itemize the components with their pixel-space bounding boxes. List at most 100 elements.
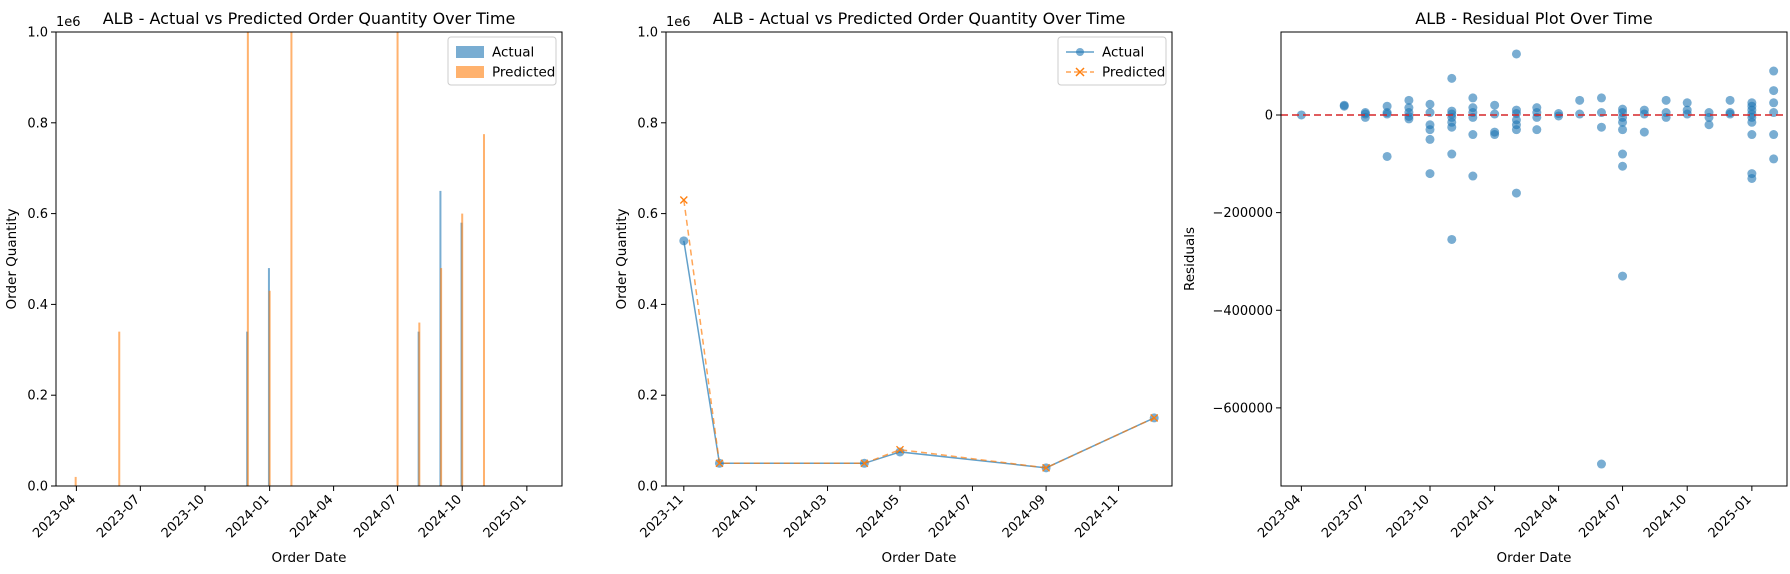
y-tick-label: 0.2 xyxy=(27,389,48,404)
y-tick-label: −200000 xyxy=(1212,206,1273,221)
chart-title: ALB - Actual vs Predicted Order Quantity… xyxy=(103,9,516,28)
y-tick-label: 0.8 xyxy=(637,116,658,131)
residual-point xyxy=(1447,149,1457,159)
residual-point xyxy=(1725,95,1735,105)
chart-title: ALB - Actual vs Predicted Order Quantity… xyxy=(713,9,1126,28)
y-tick-label: 0.8 xyxy=(27,116,48,131)
x-tick-label: 2023-04 xyxy=(1255,492,1304,541)
bar-predicted xyxy=(268,290,271,486)
point-predicted-stroke xyxy=(1150,413,1159,422)
residual-point xyxy=(1532,125,1542,135)
residual-point xyxy=(1425,99,1435,109)
chart-panel-3: ALB - Residual Plot Over Time Order Date R… xyxy=(1182,9,1788,566)
x-tick-label: 2024-11 xyxy=(1072,492,1121,541)
x-tick-label: 2024-01 xyxy=(1448,492,1497,541)
residual-point xyxy=(1618,271,1628,281)
residual-point xyxy=(1704,120,1714,130)
y-axis-label: Order Quantity xyxy=(614,208,630,309)
legend-label: Predicted xyxy=(492,65,555,81)
series-line-predicted xyxy=(683,199,1155,469)
x-axis-label: Order Date xyxy=(272,550,347,566)
legend-label: Actual xyxy=(1102,45,1144,61)
bar-predicted xyxy=(74,476,77,486)
residual-point xyxy=(1490,130,1500,140)
x-tick-label: 2023-04 xyxy=(30,492,79,541)
residual-point xyxy=(1618,161,1628,171)
point-predicted xyxy=(1150,413,1159,422)
residual-point xyxy=(1468,130,1478,140)
x-tick-label: 2024-01 xyxy=(710,492,759,541)
axes-frame xyxy=(55,31,563,487)
residual-point xyxy=(1596,122,1606,132)
y-scale-label: 1e6 xyxy=(56,15,81,30)
legend: Actual Predicted xyxy=(1057,36,1167,86)
y-tick-label: 0.2 xyxy=(637,389,658,404)
point-predicted xyxy=(1042,463,1051,472)
residual-point xyxy=(1447,122,1457,132)
residual-point xyxy=(1618,117,1628,127)
bar-predicted xyxy=(290,32,293,486)
residual-point xyxy=(1490,100,1500,110)
residual-point xyxy=(1769,130,1779,140)
residual-point xyxy=(1769,98,1779,108)
residual-point xyxy=(1404,95,1414,105)
residual-point xyxy=(1769,66,1779,76)
x-tick-label: 2024-07 xyxy=(351,492,400,541)
y-tick-label: 0.0 xyxy=(637,480,658,495)
residual-point xyxy=(1639,109,1649,119)
bar-predicted xyxy=(396,32,399,486)
residual-point xyxy=(1511,125,1521,135)
residual-point xyxy=(1747,130,1757,140)
x-tick-label: 2024-07 xyxy=(926,492,975,541)
point-predicted-stroke xyxy=(896,445,904,454)
residual-point xyxy=(1511,49,1521,59)
residual-point xyxy=(1296,110,1306,120)
bar-predicted xyxy=(246,32,249,486)
residual-point xyxy=(1725,109,1735,119)
residual-point xyxy=(1404,114,1414,124)
legend-swatch xyxy=(456,46,484,58)
residual-point xyxy=(1639,127,1649,137)
residual-point xyxy=(1575,95,1585,105)
residual-point xyxy=(1382,151,1392,161)
residual-point xyxy=(1769,154,1779,164)
point-predicted xyxy=(715,459,724,468)
residual-point xyxy=(1575,109,1585,119)
x-tick-label: 2024-05 xyxy=(854,492,903,541)
residual-point xyxy=(1468,93,1478,103)
x-tick-label: 2023-07 xyxy=(1319,492,1368,541)
residual-point xyxy=(1425,169,1435,179)
legend-frame xyxy=(1057,36,1167,86)
x-tick-label: 2023-10 xyxy=(1384,492,1433,541)
residual-point xyxy=(1554,111,1564,121)
residual-point xyxy=(1661,95,1671,105)
x-tick-label: 2024-10 xyxy=(1641,492,1690,541)
residual-point xyxy=(1447,234,1457,244)
chart-panel-2: ALB - Actual vs Predicted Order Quantity… xyxy=(614,9,1173,566)
bar-predicted xyxy=(461,213,464,486)
chart-title: ALB - Residual Plot Over Time xyxy=(1415,9,1652,28)
residual-point xyxy=(1447,73,1457,83)
legend-marker xyxy=(1076,48,1084,56)
legend: Actual Predicted xyxy=(447,36,557,86)
x-tick-label: 2024-04 xyxy=(1512,492,1561,541)
point-predicted xyxy=(896,445,904,454)
axes-frame xyxy=(1280,31,1788,487)
residual-point xyxy=(1682,98,1692,108)
x-axis-label: Order Date xyxy=(882,550,957,566)
axes-frame xyxy=(665,31,1173,487)
x-tick-label: 2024-01 xyxy=(223,492,272,541)
plot-area xyxy=(74,32,485,486)
y-tick-label: −400000 xyxy=(1212,304,1273,319)
bar-predicted xyxy=(440,268,443,486)
y-tick-label: −600000 xyxy=(1212,401,1273,416)
point-predicted-stroke xyxy=(715,459,724,468)
x-tick-label: 2025-01 xyxy=(481,492,530,541)
residual-point xyxy=(1596,93,1606,103)
x-tick-label: 2024-10 xyxy=(416,492,465,541)
point-predicted xyxy=(679,196,688,204)
y-tick-label: 1.0 xyxy=(637,26,658,41)
x-axis-label: Order Date xyxy=(1497,550,1572,566)
residual-point xyxy=(1747,117,1757,127)
